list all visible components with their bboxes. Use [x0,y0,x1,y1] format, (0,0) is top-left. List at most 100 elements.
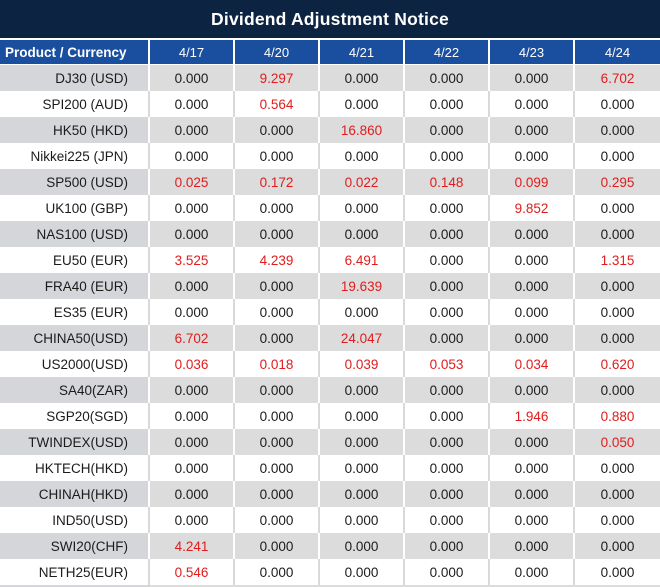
product-cell: NETH25(EUR) [0,559,150,585]
value-cell: 0.050 [575,429,660,455]
value-cell: 9.297 [235,65,320,91]
value-cell: 0.000 [235,299,320,325]
value-cell: 0.000 [575,273,660,299]
product-cell: EU50 (EUR) [0,247,150,273]
table-row: DJ30 (USD) 0.000 9.297 0.000 0.000 0.000… [0,65,660,91]
table-row: CHINAH(HKD) 0.000 0.000 0.000 0.000 0.00… [0,481,660,507]
value-cell: 0.000 [320,559,405,585]
value-cell: 0.000 [405,533,490,559]
value-cell: 6.702 [150,325,235,351]
value-cell: 0.034 [490,351,575,377]
table-row: TWINDEX(USD) 0.000 0.000 0.000 0.000 0.0… [0,429,660,455]
value-cell: 0.000 [320,507,405,533]
table-row: NETH25(EUR) 0.546 0.000 0.000 0.000 0.00… [0,559,660,585]
product-cell: UK100 (GBP) [0,195,150,221]
product-cell: HKTECH(HKD) [0,455,150,481]
table-row: Nikkei225 (JPN) 0.000 0.000 0.000 0.000 … [0,143,660,169]
value-cell: 0.000 [600,200,635,216]
value-cell: 0.620 [600,356,635,372]
column-header-product: Product / Currency [0,40,150,64]
product-cell: HK50 (HKD) [0,117,150,143]
column-header-date-1: 4/17 [150,40,235,64]
value-cell: 0.000 [490,299,575,325]
value-cell: 0.000 [405,325,490,351]
value-cell: 0.000 [405,143,490,169]
product-cell: US2000(USD) [0,351,150,377]
value-cell: 0.000 [150,377,235,403]
table-row: UK100 (GBP) 0.000 0.000 0.000 0.000 9.85… [0,195,660,221]
value-cell: 1.315 [600,252,635,268]
title-bar: Dividend Adjustment Notice [0,0,660,40]
value-cell: 0.000 [320,403,405,429]
column-header-date-3: 4/21 [320,40,405,64]
value-cell: 0.000 [575,377,660,403]
value-cell: 0.000 [150,403,235,429]
product-cell: IND50(USD) [0,507,150,533]
value-cell: 0.000 [405,195,490,221]
value-cell: 0.000 [575,325,660,351]
page-title: Dividend Adjustment Notice [211,8,449,29]
table-row: EU50 (EUR) 3.525 4.239 6.491 0.000 0.000… [0,247,660,273]
value-cell: 3.525 [150,247,235,273]
value-cell: 16.860 [320,117,405,143]
value-cell: 0.000 [235,403,320,429]
value-cell: 0.000 [575,117,660,143]
value-cell: 0.000 [490,221,575,247]
partial-next-row-product-cell [0,585,150,587]
value-cell: 0.000 [490,143,575,169]
value-cell: 0.018 [235,351,320,377]
product-cell: CHINAH(HKD) [0,481,150,507]
value-cell: 0.000 [320,533,405,559]
value-cell: 0.000 [320,455,405,481]
value-cell: 0.000 [235,481,320,507]
value-cell: 0.000 [235,507,320,533]
value-cell: 0.000 [320,195,405,221]
value-cell: 0.000 [235,533,320,559]
value-cell: 0.000 [490,247,575,273]
product-cell: SPI200 (AUD) [0,91,150,117]
value-cell: 0.000 [150,91,235,117]
value-cell: 0.148 [405,169,490,195]
value-cell: 19.639 [320,273,405,299]
value-cell: 0.000 [235,325,320,351]
value-cell: 0.000 [235,559,320,585]
value-cell: 0.000 [575,533,660,559]
value-cell: 0.000 [235,143,320,169]
value-cell: 4.239 [235,247,320,273]
table-row: FRA40 (EUR) 0.000 0.000 19.639 0.000 0.0… [0,273,660,299]
value-cell: 0.022 [320,169,405,195]
value-cell: 0.000 [600,148,635,164]
value-cell: 0.000 [405,299,490,325]
value-cell: 0.000 [150,65,235,91]
table-header-row: Product / Currency 4/17 4/20 4/21 4/22 4… [0,40,660,65]
value-cell: 0.000 [235,117,320,143]
value-cell: 1.946 [490,403,575,429]
value-cell: 0.053 [405,351,490,377]
value-cell: 0.000 [150,273,235,299]
product-cell: NAS100 (USD) [0,221,150,247]
value-cell: 0.039 [320,351,405,377]
value-cell: 0.000 [235,377,320,403]
value-cell: 0.000 [150,429,235,455]
value-cell: 0.000 [150,455,235,481]
value-cell: 0.099 [490,169,575,195]
value-cell: 0.000 [490,455,575,481]
value-cell: 0.000 [320,65,405,91]
value-cell: 0.000 [405,507,490,533]
table-row: ES35 (EUR) 0.000 0.000 0.000 0.000 0.000… [0,299,660,325]
value-cell: 0.000 [490,507,575,533]
value-cell: 0.000 [490,273,575,299]
table-row: SA40(ZAR) 0.000 0.000 0.000 0.000 0.000 … [0,377,660,403]
value-cell: 0.000 [320,143,405,169]
value-cell: 0.000 [150,143,235,169]
value-cell: 0.000 [405,65,490,91]
value-cell: 0.000 [405,221,490,247]
value-cell: 0.000 [235,195,320,221]
table-row: HKTECH(HKD) 0.000 0.000 0.000 0.000 0.00… [0,455,660,481]
product-cell: FRA40 (EUR) [0,273,150,299]
table-row: CHINA50(USD) 6.702 0.000 24.047 0.000 0.… [0,325,660,351]
partial-next-row [0,585,660,587]
value-cell: 0.000 [320,91,405,117]
product-cell: SGP20(SGD) [0,403,150,429]
value-cell: 0.295 [575,169,660,195]
